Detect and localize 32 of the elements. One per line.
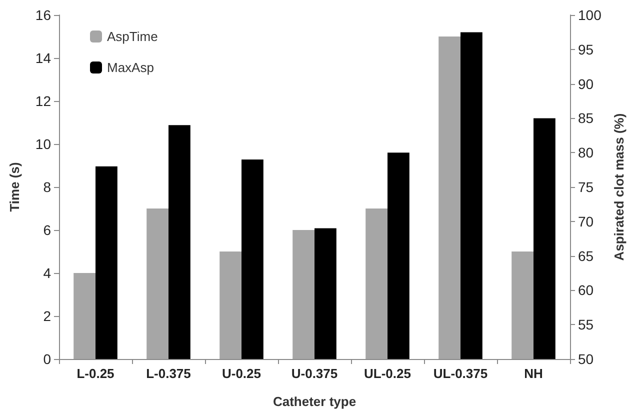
x-tick-label: UL-0.25 <box>364 366 411 381</box>
y2-tick-label: 80 <box>578 144 594 161</box>
x-tick-label: U-0.375 <box>291 366 338 381</box>
y-tick-label: 8 <box>43 179 52 195</box>
legend-label: MaxAsp <box>107 60 154 75</box>
x-tick-label: NH <box>524 366 543 381</box>
y-tick-label: 0 <box>43 351 52 367</box>
y2-tick-label: 70 <box>578 213 594 230</box>
y-tick-label: 6 <box>43 222 52 238</box>
y2-tick-label: 100 <box>578 7 602 23</box>
y2-tick-label: 95 <box>578 41 594 58</box>
y2-tick-label: 85 <box>578 110 594 126</box>
y-tick-label: 16 <box>35 7 52 23</box>
legend-label: AspTime <box>107 29 158 44</box>
x-axis-title: Catheter type <box>272 394 356 409</box>
x-tick-label: UL-0.375 <box>433 366 488 381</box>
x-tick-label: U-0.25 <box>222 366 262 381</box>
y2-tick-label: 75 <box>578 179 594 195</box>
y2-axis-title: Aspirated clot mass (%) <box>611 113 626 261</box>
y-axis-title: Time (s) <box>7 162 22 212</box>
y-tick-label: 14 <box>35 50 52 66</box>
y2-tick-label: 90 <box>578 76 594 92</box>
x-tick-label: L-0.25 <box>76 366 114 381</box>
y-tick-label: 4 <box>43 265 52 281</box>
y-tick-label: 2 <box>43 308 52 324</box>
y2-tick-label: 50 <box>578 351 594 367</box>
y2-tick-label: 60 <box>578 282 594 298</box>
y2-tick-label: 55 <box>578 316 594 333</box>
y-tick-label: 12 <box>35 93 52 109</box>
y-tick-label: 10 <box>35 136 52 152</box>
x-tick-label: L-0.375 <box>146 366 191 381</box>
y2-tick-label: 65 <box>578 248 594 264</box>
